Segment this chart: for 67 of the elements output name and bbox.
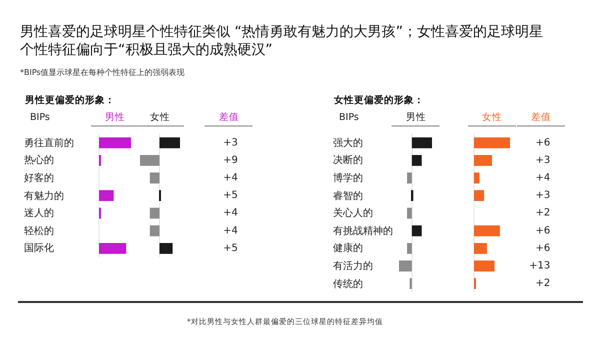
bar: [140, 154, 160, 166]
y-axis-title: BIPs: [30, 112, 50, 123]
text: 差值: [219, 111, 239, 123]
bar: [407, 242, 412, 254]
bar: [474, 137, 510, 148]
bar: [159, 242, 173, 254]
bar: [99, 137, 131, 148]
y-tick-label: 迷人的: [24, 207, 54, 219]
bar: [474, 242, 487, 254]
data-label: +4: [535, 172, 550, 184]
bar: [407, 208, 412, 219]
y-tick-label: 关心人的: [333, 207, 373, 219]
y-tick-label: 传统的: [333, 278, 363, 290]
bar: [159, 137, 180, 148]
bar: [150, 208, 160, 219]
data-label: +4: [223, 172, 238, 184]
text: 男性更偏爱的形象：: [24, 94, 115, 106]
y-tick-label: 有活力的: [333, 260, 373, 272]
x-axis-title: 女性: [482, 111, 502, 123]
bar: [412, 137, 432, 148]
bar: [474, 225, 500, 236]
bar: [150, 172, 160, 184]
data-label: +6: [535, 242, 550, 254]
data-label: +2: [535, 278, 550, 290]
y-tick-label: 决断的: [333, 154, 363, 166]
text: 女性更偏爱的形象：: [333, 94, 424, 106]
x-axis-title: 女性: [150, 111, 170, 123]
data-label: +6: [535, 225, 550, 236]
data-label: +13: [529, 260, 550, 272]
y-tick-label: 强大的: [333, 137, 363, 149]
y-tick-label: 睿智的: [333, 190, 363, 202]
data-label: +6: [535, 137, 550, 148]
bar: [474, 172, 480, 184]
chart-subtitle: *BIPs值显示球星在每种个性特征上的强弱表现: [20, 68, 185, 77]
text: 差值: [531, 111, 551, 123]
data-label: +2: [535, 208, 550, 219]
y-tick-label: 有挑战精神的: [333, 225, 393, 237]
data-label: +3: [223, 137, 238, 148]
bar: [412, 154, 422, 166]
data-label: +5: [223, 190, 238, 202]
bar: [99, 242, 126, 254]
bar: [99, 190, 114, 202]
data-label: +3: [535, 154, 550, 166]
data-label: +5: [223, 242, 238, 254]
y-axis-title: BIPs: [339, 112, 359, 123]
bar: [150, 225, 160, 236]
bar: [474, 190, 484, 202]
x-axis-title: 男性: [406, 111, 426, 123]
data-label: +3: [535, 190, 550, 202]
bar: [399, 260, 412, 272]
y-tick-label: 健康的: [333, 242, 363, 254]
y-tick-label: 热心的: [24, 154, 54, 166]
bar: [474, 154, 492, 166]
data-label: +9: [223, 154, 238, 166]
y-tick-label: 国际化: [24, 242, 54, 254]
y-tick-label: 轻松的: [24, 225, 54, 237]
x-axis-title: 男性: [105, 111, 125, 123]
y-tick-label: 勇往直前的: [24, 137, 74, 149]
bar: [474, 260, 495, 272]
data-label: +4: [223, 225, 238, 236]
text: 男性喜爱的足球明星个性特征类似 “热情勇敢有魅力的大男孩”；女性喜爱的足球明星个性特征偏向于“积极且强大的成熟硬汉”: [20, 24, 543, 58]
bar: [407, 172, 412, 184]
y-tick-label: 好客的: [24, 172, 54, 184]
y-tick-label: 有魅力的: [24, 190, 64, 202]
y-tick-label: 博学的: [333, 172, 363, 184]
data-label: +4: [223, 208, 238, 219]
bar: [412, 225, 422, 236]
